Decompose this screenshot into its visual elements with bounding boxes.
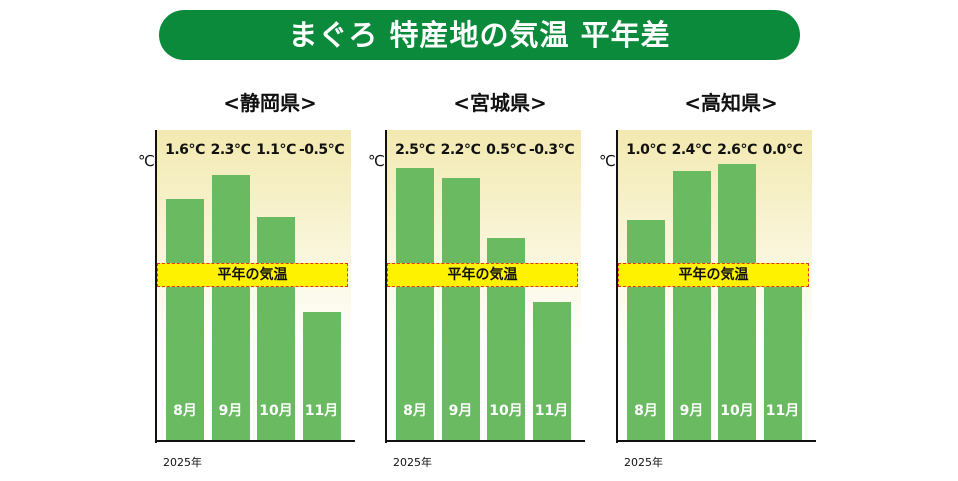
panel-2: <高知県> ℃ 1.0℃ 8月 2.4℃ 9月 2.6℃ 10月 0.0℃ 11… [591, 85, 821, 475]
y-unit-label: ℃ [599, 152, 616, 170]
year-label: 2025年 [624, 456, 663, 469]
bar [166, 199, 204, 440]
year-label: 2025年 [393, 456, 432, 469]
value-label: 1.0℃ [626, 142, 666, 158]
month-label: 8月 [403, 403, 427, 419]
month-label: 11月 [765, 403, 800, 419]
bar [672, 171, 711, 440]
month-label: 8月 [173, 403, 197, 419]
month-label: 9月 [679, 403, 704, 419]
value-label: 2.4℃ [671, 142, 712, 158]
value-label: -0.5℃ [298, 142, 345, 158]
x-axis [385, 440, 585, 442]
month-label: 11月 [304, 403, 339, 419]
normal-temperature-band: 平年の気温 [387, 263, 578, 287]
month-label: 11月 [534, 403, 569, 419]
bar [302, 312, 341, 440]
value-label: 2.6℃ [717, 142, 757, 158]
value-label: -0.3℃ [528, 142, 575, 158]
month-label: 9月 [448, 403, 473, 419]
bar [718, 164, 756, 440]
y-axis [155, 130, 157, 443]
panel-title: <高知県> [684, 91, 778, 115]
month-label: 9月 [218, 403, 243, 419]
panel-title: <静岡県> [223, 91, 317, 115]
bar [396, 167, 434, 440]
bar [627, 220, 665, 440]
bar [211, 174, 250, 440]
value-label: 0.0℃ [762, 142, 803, 158]
value-label: 1.6℃ [165, 142, 205, 158]
x-axis [155, 440, 355, 442]
y-axis [616, 130, 618, 443]
normal-temperature-band: 平年の気温 [157, 263, 348, 287]
month-label: 8月 [634, 403, 658, 419]
bar [257, 216, 295, 440]
y-unit-label: ℃ [368, 152, 385, 170]
value-label: 1.1℃ [256, 142, 296, 158]
bar [441, 178, 480, 440]
chart-title: まぐろ 特産地の気温 平年差 [159, 10, 800, 60]
value-label: 2.3℃ [210, 142, 251, 158]
bar [532, 302, 571, 440]
y-unit-label: ℃ [138, 152, 155, 170]
value-label: 2.5℃ [395, 142, 435, 158]
value-label: 0.5℃ [486, 142, 526, 158]
year-label: 2025年 [163, 456, 202, 469]
panel-1: <宮城県> ℃ 2.5℃ 8月 2.2℃ 9月 0.5℃ 10月 -0.3℃ 1… [360, 85, 590, 475]
panel-0: <静岡県> ℃ 1.6℃ 8月 2.3℃ 9月 1.1℃ 10月 -0.5℃ 1… [130, 85, 360, 475]
month-label: 10月 [259, 403, 293, 419]
bar [763, 287, 802, 440]
panel-title: <宮城県> [453, 91, 547, 115]
month-label: 10月 [720, 403, 754, 419]
month-label: 10月 [489, 403, 523, 419]
normal-temperature-band: 平年の気温 [618, 263, 809, 287]
y-axis [385, 130, 387, 443]
value-label: 2.2℃ [440, 142, 481, 158]
x-axis [616, 440, 816, 442]
